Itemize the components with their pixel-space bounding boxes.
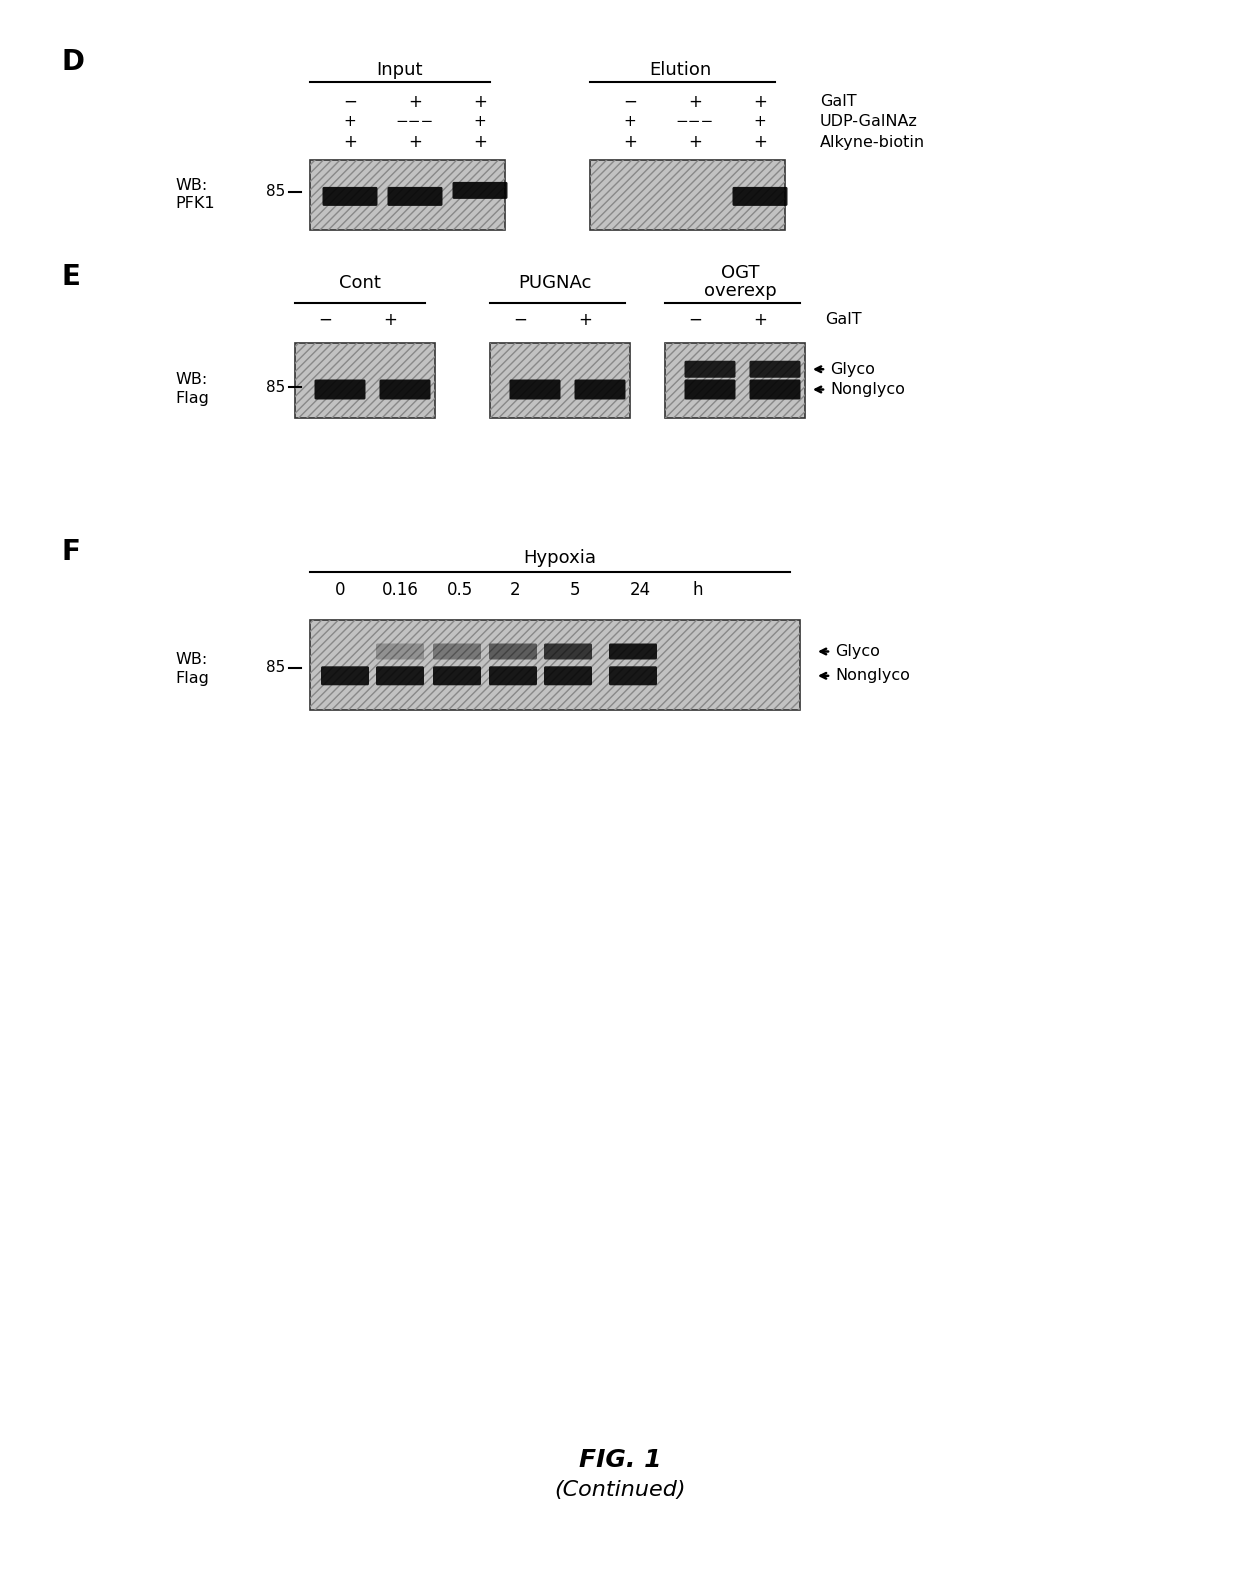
Text: PFK1: PFK1: [175, 196, 215, 211]
Text: OGT: OGT: [720, 265, 759, 282]
FancyBboxPatch shape: [609, 643, 657, 659]
FancyBboxPatch shape: [322, 187, 377, 206]
Text: +: +: [754, 115, 766, 129]
Text: D: D: [62, 48, 86, 77]
Text: +: +: [408, 93, 422, 112]
Text: FIG. 1: FIG. 1: [579, 1448, 661, 1472]
FancyBboxPatch shape: [749, 360, 801, 378]
Text: GalT: GalT: [825, 313, 862, 327]
Bar: [665, 343, 805, 418]
Text: +: +: [624, 115, 636, 129]
Text: −: −: [513, 311, 527, 329]
Text: Elution: Elution: [649, 61, 711, 80]
Text: E: E: [62, 263, 81, 290]
Text: Flag: Flag: [175, 670, 208, 686]
FancyBboxPatch shape: [544, 643, 591, 659]
Text: 5: 5: [569, 581, 580, 600]
Text: UDP-GalNAz: UDP-GalNAz: [820, 115, 918, 129]
Text: Input: Input: [377, 61, 423, 80]
Text: +: +: [688, 132, 702, 152]
Text: Alkyne-biotin: Alkyne-biotin: [820, 134, 925, 150]
Text: Nonglyco: Nonglyco: [835, 668, 910, 683]
Text: Glyco: Glyco: [835, 644, 880, 659]
Text: +: +: [474, 115, 486, 129]
FancyBboxPatch shape: [749, 380, 801, 399]
FancyBboxPatch shape: [574, 380, 625, 399]
Text: Flag: Flag: [175, 391, 208, 405]
Text: +: +: [343, 132, 357, 152]
Text: +: +: [474, 93, 487, 112]
Text: 2: 2: [510, 581, 521, 600]
Text: −−−: −−−: [396, 115, 434, 129]
Bar: [590, 160, 785, 230]
Text: Nonglyco: Nonglyco: [830, 381, 905, 397]
Bar: [310, 160, 505, 230]
Text: +: +: [688, 93, 702, 112]
FancyBboxPatch shape: [433, 667, 481, 686]
Text: +: +: [408, 132, 422, 152]
Text: PUGNAc: PUGNAc: [518, 274, 591, 292]
FancyBboxPatch shape: [489, 643, 537, 659]
Bar: [310, 160, 505, 230]
Text: +: +: [578, 311, 591, 329]
Bar: [490, 343, 630, 418]
Bar: [310, 620, 800, 710]
Text: WB:: WB:: [175, 177, 207, 193]
Text: 85: 85: [265, 380, 285, 394]
FancyBboxPatch shape: [387, 187, 443, 206]
Bar: [665, 343, 805, 418]
Text: 0.5: 0.5: [446, 581, 474, 600]
FancyBboxPatch shape: [510, 380, 560, 399]
FancyBboxPatch shape: [609, 667, 657, 686]
Text: Hypoxia: Hypoxia: [523, 549, 596, 566]
FancyBboxPatch shape: [376, 667, 424, 686]
Bar: [590, 160, 785, 230]
Text: (Continued): (Continued): [554, 1480, 686, 1499]
Bar: [295, 343, 435, 418]
Text: overexp: overexp: [703, 282, 776, 300]
Text: Glyco: Glyco: [830, 362, 875, 376]
FancyBboxPatch shape: [376, 643, 424, 659]
Text: +: +: [622, 132, 637, 152]
Text: +: +: [753, 132, 766, 152]
Bar: [490, 343, 630, 418]
Text: −−−: −−−: [676, 115, 714, 129]
Bar: [310, 620, 800, 710]
FancyBboxPatch shape: [315, 380, 366, 399]
Text: 0.16: 0.16: [382, 581, 418, 600]
FancyBboxPatch shape: [433, 643, 481, 659]
FancyBboxPatch shape: [544, 667, 591, 686]
FancyBboxPatch shape: [684, 360, 735, 378]
Text: −: −: [319, 311, 332, 329]
Text: 0: 0: [335, 581, 345, 600]
Text: +: +: [753, 93, 766, 112]
Text: −: −: [688, 311, 702, 329]
FancyBboxPatch shape: [489, 667, 537, 686]
Text: F: F: [62, 538, 81, 566]
FancyBboxPatch shape: [379, 380, 430, 399]
Text: 85: 85: [265, 660, 285, 676]
FancyBboxPatch shape: [733, 187, 787, 206]
Bar: [295, 343, 435, 418]
Text: h: h: [693, 581, 703, 600]
Text: +: +: [383, 311, 397, 329]
Text: +: +: [343, 115, 356, 129]
Text: WB:: WB:: [175, 652, 207, 667]
Text: WB:: WB:: [175, 373, 207, 388]
Text: 24: 24: [630, 581, 651, 600]
Text: −: −: [622, 93, 637, 112]
FancyBboxPatch shape: [321, 667, 370, 686]
Text: +: +: [753, 311, 766, 329]
Text: GalT: GalT: [820, 94, 857, 110]
Text: 85: 85: [265, 185, 285, 199]
Text: −: −: [343, 93, 357, 112]
Text: Cont: Cont: [339, 274, 381, 292]
FancyBboxPatch shape: [453, 182, 507, 199]
Text: +: +: [474, 132, 487, 152]
FancyBboxPatch shape: [684, 380, 735, 399]
